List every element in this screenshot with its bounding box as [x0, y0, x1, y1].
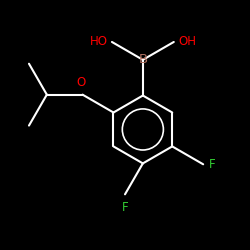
- Text: OH: OH: [178, 36, 196, 49]
- Text: F: F: [122, 200, 128, 213]
- Text: B: B: [138, 53, 147, 66]
- Text: HO: HO: [90, 36, 108, 49]
- Text: F: F: [208, 158, 215, 171]
- Text: O: O: [76, 76, 86, 89]
